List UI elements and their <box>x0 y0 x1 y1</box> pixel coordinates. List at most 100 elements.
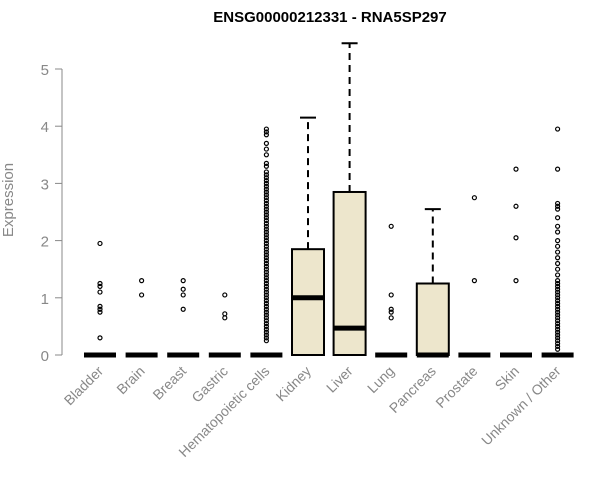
outlier-point <box>554 320 561 327</box>
outlier-point <box>263 163 269 169</box>
outlier-point <box>263 195 269 201</box>
outlier-point <box>554 223 561 229</box>
outlier-point <box>263 263 269 269</box>
box-hematopoietic-cells <box>250 126 283 358</box>
box-lung <box>375 223 408 358</box>
outlier-point <box>263 186 269 192</box>
outlier-point <box>554 338 561 344</box>
outlier-point <box>263 232 269 238</box>
outlier-point <box>388 223 394 229</box>
outlier-point <box>263 286 269 292</box>
outlier-point <box>263 215 269 221</box>
outlier-point <box>388 315 394 321</box>
box-iqr <box>415 282 450 356</box>
outlier-point <box>263 197 269 204</box>
outlier-point <box>513 235 519 241</box>
y-axis-label: Expression <box>0 163 17 237</box>
outlier-point <box>97 309 103 315</box>
outlier-point <box>263 258 269 264</box>
outlier-point <box>263 298 269 304</box>
outlier-point <box>554 203 561 209</box>
box-iqr <box>291 248 325 356</box>
outlier-point <box>554 312 561 318</box>
outlier-point <box>263 226 269 232</box>
outlier-point <box>388 306 394 312</box>
x-tick-label: Breast <box>149 363 189 403</box>
outlier-point <box>263 152 269 158</box>
box-kidney <box>291 116 325 356</box>
outlier-point <box>554 306 561 312</box>
outlier-point <box>263 338 269 344</box>
outlier-point <box>263 275 269 281</box>
outlier-point <box>263 183 269 189</box>
x-tick-label: Bladder <box>61 363 107 409</box>
outlier-point <box>263 320 269 327</box>
outlier-point <box>263 180 269 186</box>
outlier-point <box>180 306 186 312</box>
outlier-point <box>263 295 269 301</box>
outlier-point <box>263 189 269 195</box>
outlier-point <box>263 300 269 307</box>
outlier-point <box>263 172 269 178</box>
box-skin <box>500 166 532 358</box>
x-tick-label: Liver <box>323 363 356 396</box>
outlier-point <box>554 346 561 352</box>
outlier-point <box>554 272 561 278</box>
outlier-point <box>554 286 561 292</box>
outlier-point <box>513 278 519 284</box>
outlier-point <box>554 303 561 309</box>
outlier-point <box>554 298 561 304</box>
outlier-point <box>554 166 561 172</box>
outlier-point <box>554 326 561 332</box>
outlier-point <box>263 249 269 255</box>
outlier-point <box>263 140 269 146</box>
outlier-point <box>263 266 269 272</box>
outlier-point <box>554 243 561 249</box>
outlier-point <box>263 206 269 212</box>
outlier-point <box>180 286 186 292</box>
outlier-point <box>263 238 269 244</box>
outlier-point <box>554 300 561 307</box>
outlier-point <box>554 280 561 287</box>
outlier-point <box>513 166 519 172</box>
outlier-point <box>263 209 269 215</box>
outlier-point <box>263 229 269 235</box>
outlier-point <box>263 335 269 341</box>
outlier-point <box>263 289 269 295</box>
outlier-point <box>97 303 103 309</box>
outlier-point <box>471 278 477 284</box>
outlier-point <box>471 195 477 201</box>
outlier-point <box>263 126 269 132</box>
outlier-point <box>554 295 561 301</box>
outlier-point <box>263 278 269 284</box>
outlier-point <box>263 129 269 135</box>
outlier-point <box>554 200 561 207</box>
outlier-point <box>263 312 269 318</box>
box-liver <box>332 42 367 356</box>
box-prostate <box>458 195 491 358</box>
outlier-point <box>263 306 269 312</box>
outlier-point <box>554 315 561 321</box>
x-tick-label: Lung <box>364 363 397 396</box>
outlier-point <box>263 160 269 166</box>
box-breast <box>167 278 200 358</box>
outlier-point <box>263 315 269 321</box>
outlier-point <box>554 255 561 261</box>
outlier-point <box>263 223 269 229</box>
y-tick-label: 1 <box>41 291 49 308</box>
outlier-point <box>554 309 561 315</box>
outlier-point <box>554 340 561 347</box>
outlier-point <box>554 249 561 255</box>
outlier-point <box>139 292 145 298</box>
y-tick-label: 3 <box>41 176 49 193</box>
box-pancreas <box>415 208 450 358</box>
outlier-point <box>97 240 103 247</box>
outlier-point <box>554 238 561 244</box>
outlier-point <box>263 212 269 218</box>
outlier-point <box>222 315 228 321</box>
outlier-point <box>554 283 561 289</box>
outlier-point <box>97 335 103 341</box>
outlier-point <box>263 283 269 289</box>
